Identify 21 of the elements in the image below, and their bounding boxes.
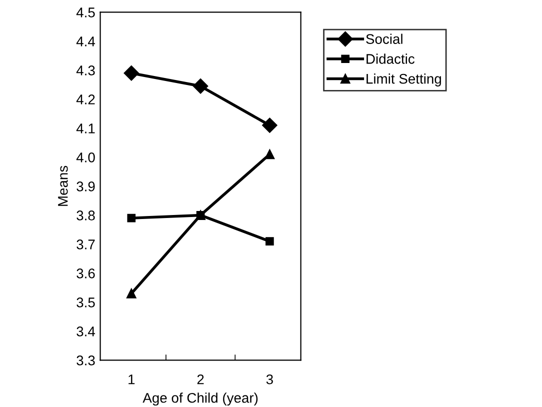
legend-label: Didactic: [366, 54, 414, 64]
y-tick-label: 3.7: [76, 240, 95, 250]
x-tick-label: 1: [128, 374, 135, 384]
y-tick-label: 3.4: [76, 326, 96, 336]
x-tick-label: 2: [197, 374, 204, 384]
y-tick-label: 3.5: [76, 298, 95, 308]
y-tick-label: 4.3: [76, 66, 95, 76]
legend-label: Limit Setting: [366, 74, 441, 86]
y-tick-label: 3.8: [76, 210, 95, 220]
y-tick-label: 4.5: [76, 8, 95, 18]
y-tick-label: 4.4: [76, 36, 96, 46]
y-tick-label: 3.6: [76, 268, 95, 278]
y-axis-title: Means: [58, 166, 68, 206]
x-tick-label: 3: [266, 374, 273, 384]
legend-label: Social: [366, 34, 402, 44]
y-tick-label: 4.0: [76, 152, 95, 162]
y-tick-label: 3.3: [76, 356, 95, 366]
y-tick-label: 3.9: [76, 182, 95, 192]
y-tick-label: 4.2: [76, 94, 95, 104]
y-tick-label: 4.1: [76, 124, 95, 134]
x-axis-title: Age of Child (year): [142, 392, 258, 406]
